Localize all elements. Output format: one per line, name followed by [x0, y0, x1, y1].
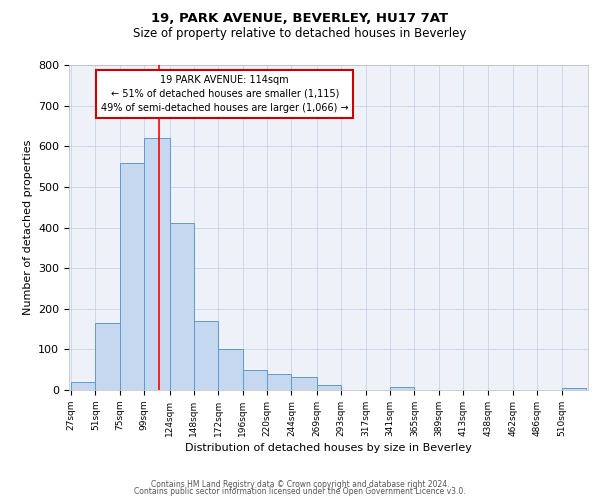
Bar [267, 374, 292, 390]
Text: 19, PARK AVENUE, BEVERLEY, HU17 7AT: 19, PARK AVENUE, BEVERLEY, HU17 7AT [151, 12, 449, 26]
Text: Size of property relative to detached houses in Beverley: Size of property relative to detached ho… [133, 28, 467, 40]
Bar [170, 224, 194, 390]
Bar [242, 370, 267, 390]
Bar [292, 377, 317, 390]
Bar [71, 382, 95, 390]
Bar [144, 138, 170, 390]
Text: 19 PARK AVENUE: 114sqm
← 51% of detached houses are smaller (1,115)
49% of semi-: 19 PARK AVENUE: 114sqm ← 51% of detached… [101, 74, 349, 113]
Bar [218, 350, 242, 390]
Bar [95, 323, 120, 390]
Text: Contains public sector information licensed under the Open Government Licence v3: Contains public sector information licen… [134, 487, 466, 496]
Bar [390, 387, 415, 390]
Bar [317, 385, 341, 390]
Y-axis label: Number of detached properties: Number of detached properties [23, 140, 32, 315]
Bar [194, 321, 218, 390]
X-axis label: Distribution of detached houses by size in Beverley: Distribution of detached houses by size … [185, 443, 472, 453]
Bar [120, 162, 144, 390]
Bar [562, 388, 586, 390]
Text: Contains HM Land Registry data © Crown copyright and database right 2024.: Contains HM Land Registry data © Crown c… [151, 480, 449, 489]
